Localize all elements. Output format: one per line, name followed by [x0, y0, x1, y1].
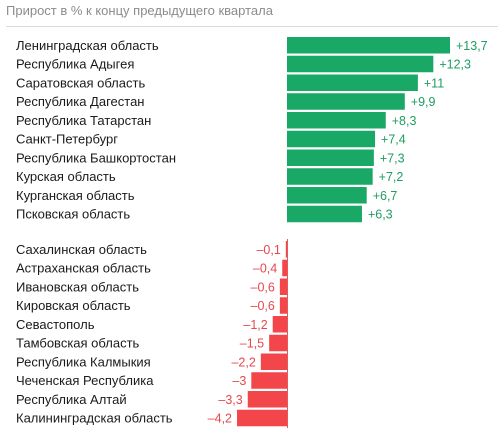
category-label: Республика Алтай	[16, 392, 127, 407]
value-label: –2,2	[231, 355, 255, 369]
bar	[247, 391, 287, 408]
value-label: –0,6	[251, 299, 275, 313]
value-label: –3,3	[218, 393, 242, 407]
value-label: +7,3	[380, 151, 405, 165]
value-label: +11	[424, 76, 444, 90]
category-label: Республика Татарстан	[16, 113, 151, 128]
bar	[287, 112, 386, 129]
category-label: Кировская область	[16, 298, 131, 313]
value-label: +8,3	[392, 114, 417, 128]
category-label: Астраханская область	[16, 261, 151, 276]
category-label: Курская область	[16, 169, 116, 184]
bar	[287, 55, 434, 73]
category-label: Ивановская область	[16, 279, 139, 294]
bar	[251, 372, 287, 389]
bar	[287, 74, 418, 91]
bar	[279, 278, 287, 295]
category-label: Ленинградская область	[16, 38, 159, 53]
category-label: Сахалинская область	[16, 242, 147, 257]
chart-subtitle: Прирост в % к концу предыдущего квартала	[6, 3, 273, 18]
bar	[287, 187, 367, 204]
value-label: +9,9	[411, 95, 436, 109]
bar	[260, 353, 287, 370]
category-label: Калининградская область	[16, 411, 173, 426]
category-label: Тамбовская область	[16, 336, 140, 351]
header-divider	[6, 26, 498, 27]
category-label: Республика Адыгея	[16, 57, 134, 72]
category-label: Чеченская Республика	[16, 373, 154, 388]
category-label: Санкт-Петербург	[16, 132, 118, 147]
value-label: +6,3	[368, 208, 393, 222]
category-label: Республика Калмыкия	[16, 354, 151, 369]
bar	[279, 297, 287, 314]
bar	[272, 316, 287, 333]
value-label: –3	[232, 374, 246, 388]
bar	[285, 241, 287, 258]
category-label: Псковская область	[16, 207, 130, 222]
value-label: +6,7	[373, 189, 398, 203]
category-label: Республика Башкортостан	[16, 150, 176, 165]
bar	[287, 37, 450, 54]
bar	[282, 259, 287, 277]
bar	[287, 93, 405, 110]
value-label: +13,7	[456, 39, 488, 53]
category-label: Саратовская область	[16, 75, 145, 90]
value-label: –0,4	[253, 262, 277, 276]
value-label: –0,6	[251, 280, 275, 294]
bar	[287, 205, 362, 223]
category-label: Севастополь	[16, 317, 95, 332]
value-label: –1,2	[243, 318, 267, 332]
value-label: –0,1	[256, 243, 280, 257]
bar	[287, 130, 376, 148]
bar	[269, 334, 287, 352]
bar	[237, 409, 287, 427]
value-label: –1,5	[240, 337, 264, 351]
category-label: Республика Дагестан	[16, 94, 144, 109]
value-label: –4,2	[208, 412, 232, 426]
value-label: +7,2	[379, 170, 404, 184]
bar	[287, 168, 373, 185]
value-label: +7,4	[381, 133, 406, 147]
category-label: Курганская область	[16, 188, 135, 203]
value-label: +12,3	[439, 58, 471, 72]
bar	[287, 149, 374, 166]
